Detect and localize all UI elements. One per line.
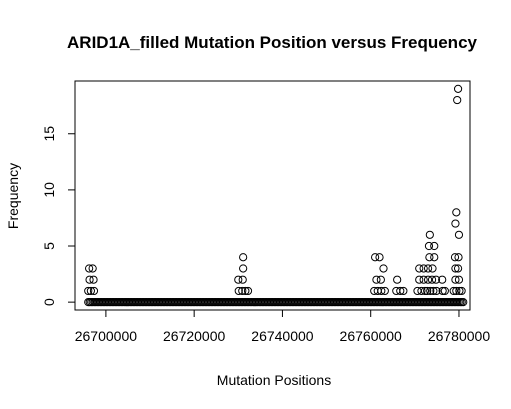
data-point (239, 264, 248, 273)
data-point (85, 264, 94, 273)
data-point (450, 253, 460, 262)
data-point (417, 286, 426, 296)
data-point (423, 264, 433, 273)
data-point (238, 275, 247, 284)
data-point (239, 253, 248, 262)
data-point (376, 275, 385, 284)
data-point (371, 253, 380, 262)
data-point (432, 286, 441, 296)
data-point (425, 253, 434, 262)
data-point (89, 286, 99, 296)
data-point (89, 275, 98, 284)
y-axis: 0 5 10 15 (41, 126, 76, 306)
data-point (424, 241, 434, 251)
data-point (429, 286, 438, 296)
data-point (459, 298, 468, 307)
data-point (428, 264, 437, 273)
data-point (234, 286, 243, 296)
data-point (453, 84, 463, 93)
x-tick-label: 26700000 (75, 328, 138, 344)
data-point (451, 264, 460, 273)
data-point (377, 286, 386, 296)
chart-title: ARID1A_filled Mutation Position versus F… (67, 33, 478, 52)
data-point (379, 264, 388, 273)
data-point (393, 275, 402, 284)
x-tick-label: 26720000 (163, 328, 226, 344)
data-point (457, 286, 466, 296)
y-tick-label: 15 (41, 126, 57, 142)
data-point (452, 286, 461, 296)
data-point (243, 286, 253, 296)
data-point (454, 253, 463, 262)
data-point (438, 275, 447, 284)
data-point (451, 275, 460, 284)
x-tick-label: 26780000 (428, 328, 491, 344)
data-point (396, 286, 405, 296)
x-tick-label: 26760000 (340, 328, 403, 344)
data-point (449, 286, 458, 296)
data-point (423, 286, 432, 296)
data-point (380, 286, 389, 296)
data-point (454, 230, 464, 239)
data-point (375, 253, 384, 262)
data-point (238, 286, 247, 296)
data-point (399, 286, 408, 296)
y-axis-label: Frequency (5, 163, 21, 229)
data-point (372, 275, 381, 284)
data-point (426, 286, 435, 296)
data-point (454, 275, 464, 284)
x-tick-label: 26740000 (251, 328, 314, 344)
data-point (419, 275, 428, 284)
data-point (419, 264, 428, 273)
data-point (85, 275, 94, 284)
x-axis-label: Mutation Positions (217, 372, 331, 388)
data-point (430, 241, 439, 251)
data-point (455, 286, 464, 296)
data-point (86, 286, 95, 296)
y-tick-label: 10 (41, 182, 57, 198)
data-point (425, 230, 434, 239)
data-point (423, 275, 433, 284)
y-tick-label: 5 (41, 242, 57, 250)
data-points (84, 84, 468, 307)
data-point (415, 275, 424, 284)
data-point (452, 208, 461, 217)
data-point (88, 264, 97, 273)
data-point (453, 95, 462, 105)
data-point (415, 264, 424, 273)
x-axis: 26700000 26720000 26740000 26760000 26780000 (75, 309, 491, 344)
y-tick-label: 0 (41, 298, 57, 306)
data-point (420, 286, 430, 296)
data-point (451, 219, 460, 228)
data-point (453, 264, 463, 273)
data-point (427, 275, 437, 284)
data-point (241, 286, 250, 296)
data-point (430, 253, 439, 262)
data-point (440, 286, 449, 296)
data-point (438, 286, 447, 296)
data-point (234, 275, 243, 284)
data-point (431, 275, 441, 284)
data-point (84, 286, 93, 296)
